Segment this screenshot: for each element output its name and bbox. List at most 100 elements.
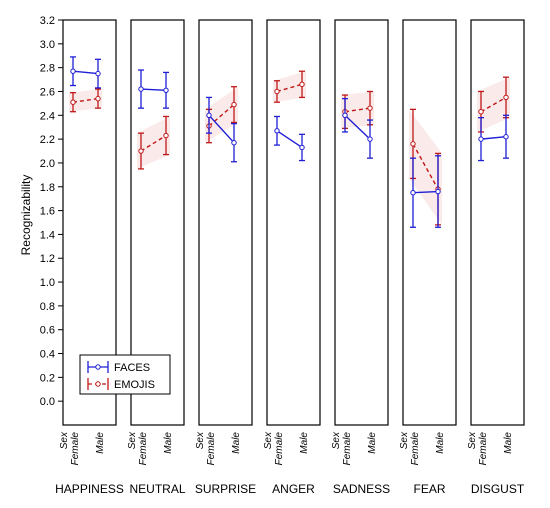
legend-entry-emojis: EMOJIS xyxy=(87,378,155,391)
y-tick-label: 0.4 xyxy=(40,349,55,361)
series-line xyxy=(480,136,507,140)
category-label-female: Female xyxy=(342,432,353,466)
data-point xyxy=(342,112,348,118)
legend: FACES EMOJIS xyxy=(79,354,171,395)
series-emojis xyxy=(69,88,102,113)
data-point xyxy=(70,68,76,74)
data-point xyxy=(163,87,169,93)
y-tick-label: 1.8 xyxy=(40,182,55,194)
panel-frame xyxy=(334,19,389,426)
error-band xyxy=(273,71,306,103)
factor-label: Sex xyxy=(467,431,478,449)
series-faces xyxy=(342,97,373,159)
series-line xyxy=(480,96,507,113)
legend-entry-faces: FACES xyxy=(87,361,150,374)
legend-label: FACES xyxy=(114,362,150,374)
panel-sadness: Sex Female Male SADNESS xyxy=(331,19,390,496)
y-tick-label: 1.2 xyxy=(40,253,55,265)
series-line xyxy=(412,143,439,190)
series-line xyxy=(276,130,303,149)
factor-label: Sex xyxy=(263,431,274,449)
panel-fear: Sex Female Male FEAR xyxy=(399,19,457,496)
data-point xyxy=(138,148,144,154)
data-point xyxy=(206,112,212,118)
series-line xyxy=(344,114,371,140)
data-point xyxy=(410,141,416,147)
panel-frame xyxy=(402,19,457,426)
series-line xyxy=(412,190,439,194)
y-tick-label: 2.0 xyxy=(40,158,55,170)
data-point xyxy=(367,136,373,142)
series-emojis xyxy=(137,115,170,170)
category-label-female: Female xyxy=(138,432,149,466)
panel-label: NEUTRAL xyxy=(129,482,185,496)
error-band xyxy=(409,109,442,225)
y-tick-label: 3.2 xyxy=(40,15,55,27)
series-line xyxy=(140,134,167,152)
series-line xyxy=(208,104,235,127)
y-axis: 0.0 0.2 0.4 0.6 0.8 1.0 1.2 1.4 1.6 1.8 2.0 2.2 2.4 2… xyxy=(40,15,63,408)
series-line xyxy=(72,97,99,103)
series-emojis xyxy=(273,70,306,103)
panel-label: ANGER xyxy=(272,482,315,496)
data-point xyxy=(274,128,280,134)
data-point xyxy=(478,109,484,115)
factor-label: Sex xyxy=(331,431,342,449)
legend-label: EMOJIS xyxy=(114,379,155,391)
category-label-female: Female xyxy=(410,432,421,466)
y-tick-label: 3.0 xyxy=(40,39,55,51)
y-tick-label: 2.4 xyxy=(40,110,55,122)
category-label-male: Male xyxy=(299,432,310,454)
category-label-female: Female xyxy=(70,432,81,466)
series-emojis xyxy=(341,90,374,130)
series-faces xyxy=(138,69,169,109)
data-point xyxy=(95,70,101,77)
data-point xyxy=(503,94,509,101)
panel-disgust: Sex Female Male DISGUST xyxy=(467,19,525,496)
series-line xyxy=(140,88,167,91)
category-label-male: Male xyxy=(367,432,378,454)
panel-surprise: Sex Female Male SURPRISE xyxy=(195,19,256,496)
y-tick-label: 2.6 xyxy=(40,86,55,98)
factor-label: Sex xyxy=(195,431,206,449)
legend-box xyxy=(79,354,171,395)
series-faces xyxy=(70,56,101,89)
category-label-male: Male xyxy=(231,432,242,454)
data-point xyxy=(231,139,237,146)
category-label-female: Female xyxy=(206,432,217,466)
factor-label: Sex xyxy=(399,431,410,449)
data-point xyxy=(299,81,305,88)
panel-label: HAPPINESS xyxy=(55,482,124,496)
data-point xyxy=(503,134,509,140)
series-line xyxy=(208,114,235,144)
data-point xyxy=(367,105,373,111)
panel-label: SURPRISE xyxy=(195,482,256,496)
y-axis-label: Recognizability xyxy=(19,175,33,256)
data-point xyxy=(231,101,237,108)
panel-frame xyxy=(198,19,253,426)
data-point xyxy=(478,136,484,142)
panel-label: SADNESS xyxy=(333,482,390,496)
error-band xyxy=(69,89,102,112)
panel-happiness: Sex Female Male HAPPINESS xyxy=(55,19,124,496)
data-point xyxy=(435,188,441,195)
category-label-female: Female xyxy=(274,432,285,466)
y-tick-label: 1.4 xyxy=(40,229,55,241)
panel-label: DISGUST xyxy=(471,482,525,496)
series-line xyxy=(72,70,99,75)
category-label-male: Male xyxy=(503,432,514,454)
data-point xyxy=(138,86,144,92)
panel-label: FEAR xyxy=(413,482,445,496)
y-tick-label: 2.2 xyxy=(40,134,55,146)
panel-frame xyxy=(470,19,525,426)
series-line xyxy=(344,107,371,113)
data-point xyxy=(274,88,280,95)
series-faces xyxy=(274,115,305,162)
y-tick-label: 0.2 xyxy=(40,372,55,384)
data-point xyxy=(299,144,305,151)
panel-neutral: Sex Female Male NEUTRAL xyxy=(127,19,186,496)
data-point xyxy=(163,132,169,139)
category-label-female: Female xyxy=(478,432,489,466)
y-tick-label: 1.0 xyxy=(40,277,55,289)
